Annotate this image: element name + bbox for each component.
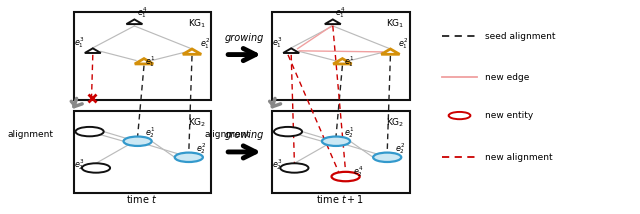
Text: $e_1^4$: $e_1^4$	[335, 5, 346, 20]
Text: $e_2^2$: $e_2^2$	[196, 141, 207, 156]
Polygon shape	[127, 19, 143, 24]
Polygon shape	[325, 19, 340, 24]
Polygon shape	[333, 59, 351, 64]
Text: KG$_1$: KG$_1$	[188, 17, 206, 30]
FancyBboxPatch shape	[272, 111, 410, 193]
Text: KG$_2$: KG$_2$	[188, 117, 206, 129]
Text: $e_1^3$: $e_1^3$	[74, 35, 84, 50]
Text: alignment: alignment	[205, 130, 251, 139]
Text: new edge: new edge	[485, 73, 529, 82]
Circle shape	[82, 163, 110, 173]
Text: $e_2^4$: $e_2^4$	[353, 164, 364, 179]
Text: growing: growing	[225, 33, 264, 43]
Circle shape	[124, 137, 152, 146]
FancyArrowPatch shape	[71, 98, 82, 107]
Text: time $t$: time $t$	[127, 193, 157, 205]
Text: $e_1^1$: $e_1^1$	[344, 54, 354, 69]
Text: $e_1^1$: $e_1^1$	[145, 54, 156, 69]
FancyBboxPatch shape	[74, 111, 211, 193]
Circle shape	[175, 153, 203, 162]
Text: $e_1^4$: $e_1^4$	[137, 5, 148, 20]
Text: $e_2^1$: $e_2^1$	[145, 125, 156, 140]
Text: seed alignment: seed alignment	[485, 32, 556, 41]
Text: KG$_1$: KG$_1$	[386, 17, 404, 30]
Circle shape	[76, 127, 104, 136]
Text: $e_2^3$: $e_2^3$	[272, 157, 282, 172]
Text: $e_2^1$: $e_2^1$	[344, 125, 354, 140]
Polygon shape	[183, 49, 201, 54]
Text: $e_2^2$: $e_2^2$	[395, 141, 405, 156]
Text: $e_1^2$: $e_1^2$	[200, 36, 210, 51]
Text: new alignment: new alignment	[485, 153, 553, 162]
FancyBboxPatch shape	[74, 12, 211, 100]
Circle shape	[322, 137, 350, 146]
FancyBboxPatch shape	[272, 12, 410, 100]
Circle shape	[280, 163, 308, 173]
Polygon shape	[283, 48, 300, 53]
Text: alignment: alignment	[8, 130, 54, 139]
Text: KG$_2$: KG$_2$	[386, 117, 404, 129]
Circle shape	[332, 172, 360, 181]
Circle shape	[373, 153, 401, 162]
Circle shape	[449, 112, 470, 119]
Polygon shape	[135, 59, 153, 64]
FancyArrowPatch shape	[269, 98, 280, 107]
Text: $e_1^3$: $e_1^3$	[272, 35, 282, 50]
Text: time $t+1$: time $t+1$	[316, 193, 365, 205]
Circle shape	[274, 127, 302, 136]
Polygon shape	[84, 48, 101, 53]
Text: new entity: new entity	[485, 111, 533, 120]
Text: growing: growing	[225, 130, 264, 140]
Text: $e_1^2$: $e_1^2$	[398, 36, 408, 51]
Text: $e_2^3$: $e_2^3$	[74, 157, 84, 172]
Polygon shape	[381, 49, 399, 54]
